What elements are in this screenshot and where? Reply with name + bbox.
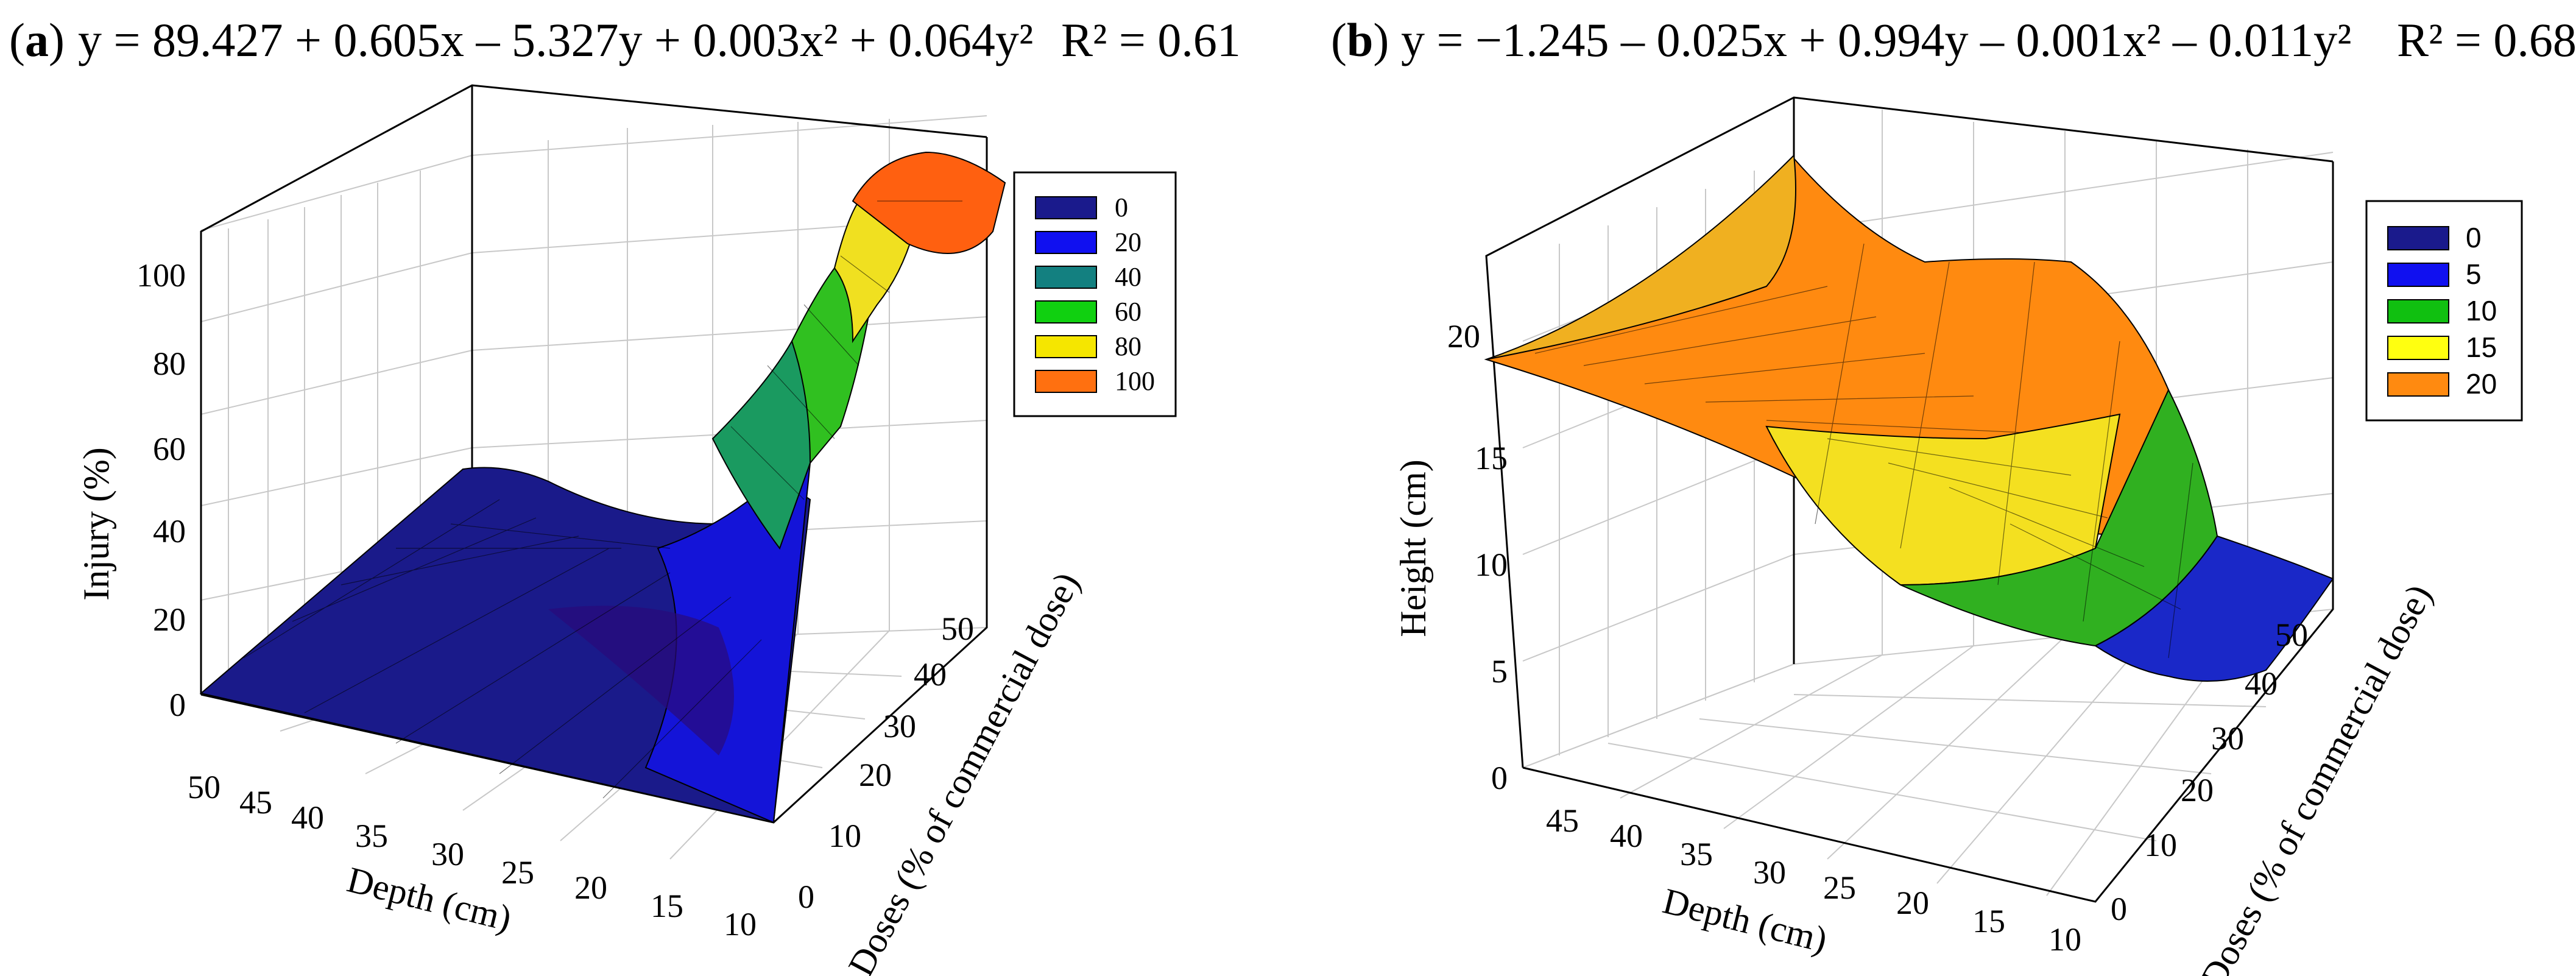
panel-a-equation: y = 89.427 + 0.605x – 5.327y + 0.003x² +… <box>78 13 1033 66</box>
panel-b-z-axis-title: Height (cm) <box>1393 459 1433 637</box>
panel-a-surface <box>199 151 1006 824</box>
x-tick: 25 <box>1823 869 1856 906</box>
legend-swatch <box>2387 372 2449 397</box>
x-tick: 35 <box>355 818 388 854</box>
panel-b-label: (b) <box>1331 13 1389 66</box>
y-tick: 40 <box>2245 665 2278 702</box>
panel-b-x-axis-title: Depth (cm) <box>1659 880 1831 960</box>
y-tick: 40 <box>914 656 947 693</box>
y-tick: 30 <box>2211 720 2244 757</box>
panel-a-z-axis-title: Injury (%) <box>76 447 116 601</box>
panel-b-x-ticks: 45 40 35 30 25 20 15 10 <box>1546 802 2081 958</box>
panel-b-chart: (b) y = −1.245 – 0.025x + 0.994y – 0.001… <box>1331 13 2576 976</box>
x-tick: 40 <box>291 799 324 836</box>
y-tick: 0 <box>2111 891 2127 927</box>
x-tick: 15 <box>651 888 683 924</box>
z-tick: 60 <box>153 431 186 467</box>
x-tick: 40 <box>1610 818 1643 854</box>
legend-label: 10 <box>2466 295 2497 327</box>
legend-label: 0 <box>1115 193 1128 222</box>
y-tick: 10 <box>2144 827 2177 863</box>
panel-b-legend: 0 5 10 15 20 <box>2365 200 2523 422</box>
panel-b-r2: R² = 0.68 <box>2397 13 2576 66</box>
y-tick: 20 <box>859 757 892 793</box>
y-tick: 0 <box>798 879 814 915</box>
x-tick: 10 <box>724 906 757 942</box>
x-tick: 15 <box>1972 903 2005 939</box>
legend-swatch <box>1035 370 1097 393</box>
legend-label: 0 <box>2466 222 2482 253</box>
panel-b-equation: y = −1.245 – 0.025x + 0.994y – 0.001x² –… <box>1401 13 2351 66</box>
panel-a-legend: 0 20 40 60 80 100 <box>1013 171 1177 417</box>
legend-label: 5 <box>2466 258 2482 290</box>
panel-b-y-ticks: 0 10 20 30 40 50 <box>2111 617 2308 927</box>
legend-label: 80 <box>1115 331 1142 361</box>
z-tick: 20 <box>1447 318 1480 355</box>
panel-a-surface-top <box>852 151 1006 254</box>
panel-b-surface-peak <box>1486 154 1796 360</box>
legend-label: 100 <box>1115 366 1155 396</box>
x-tick: 20 <box>574 869 607 906</box>
legend-swatch <box>2387 226 2449 250</box>
panel-b-surface-blue <box>2094 535 2334 682</box>
panel-a-surface-yellow <box>833 200 915 344</box>
panel-a-x-axis-title: Depth (cm) <box>343 859 515 939</box>
x-tick: 45 <box>239 784 272 821</box>
legend-swatch <box>1035 196 1097 219</box>
z-tick: 0 <box>1491 760 1508 796</box>
legend-label: 15 <box>2466 331 2497 363</box>
legend-label: 60 <box>1115 297 1142 327</box>
panel-a-surface-mesh <box>243 200 962 799</box>
x-tick: 10 <box>2048 921 2081 958</box>
panel-a-z-ticks: 0 20 40 60 80 100 <box>136 257 186 723</box>
panel-a-r2: R² = 0.61 <box>1061 13 1241 66</box>
legend-swatch <box>1035 335 1097 358</box>
legend-swatch <box>2387 263 2449 287</box>
legend-swatch <box>2387 336 2449 360</box>
z-tick: 0 <box>169 687 186 723</box>
x-tick: 30 <box>1753 854 1786 891</box>
x-tick: 30 <box>431 836 464 872</box>
z-tick: 5 <box>1491 653 1508 690</box>
x-tick: 25 <box>501 854 534 891</box>
panel-a-label: (a) <box>9 13 65 66</box>
panel-a-x-ticks: 50 45 40 35 30 25 20 15 10 <box>188 769 757 942</box>
panel-a-chart: (a) y = 89.427 + 0.605x – 5.327y + 0.003… <box>9 13 1241 976</box>
legend-swatch <box>1035 266 1097 289</box>
panel-b-surface <box>1484 154 2334 682</box>
z-tick: 15 <box>1475 440 1508 476</box>
legend-label: 20 <box>2466 368 2497 400</box>
x-tick: 50 <box>188 769 221 805</box>
panel-b-surface-mesh <box>1534 243 2193 659</box>
y-tick: 50 <box>2275 617 2308 653</box>
panel-a-y-ticks: 0 10 20 30 40 50 <box>798 610 974 915</box>
x-tick: 35 <box>1680 836 1713 872</box>
z-tick: 10 <box>1475 546 1508 583</box>
legend-swatch <box>2387 299 2449 324</box>
y-tick: 50 <box>941 610 974 647</box>
legend-swatch <box>1035 300 1097 324</box>
y-tick: 10 <box>828 818 861 854</box>
y-tick: 20 <box>2181 772 2214 808</box>
legend-label: 20 <box>1115 227 1142 257</box>
panel-b-z-ticks: 0 5 10 15 20 <box>1447 318 1508 796</box>
y-tick: 30 <box>883 708 916 744</box>
panel-a-surface-shade <box>548 606 734 755</box>
legend-swatch <box>1035 231 1097 254</box>
z-tick: 100 <box>136 257 186 294</box>
legend-label: 40 <box>1115 262 1142 292</box>
x-tick: 20 <box>1896 885 1929 921</box>
z-tick: 80 <box>153 345 186 382</box>
z-tick: 40 <box>153 513 186 550</box>
z-tick: 20 <box>153 601 186 638</box>
x-tick: 45 <box>1546 802 1579 839</box>
